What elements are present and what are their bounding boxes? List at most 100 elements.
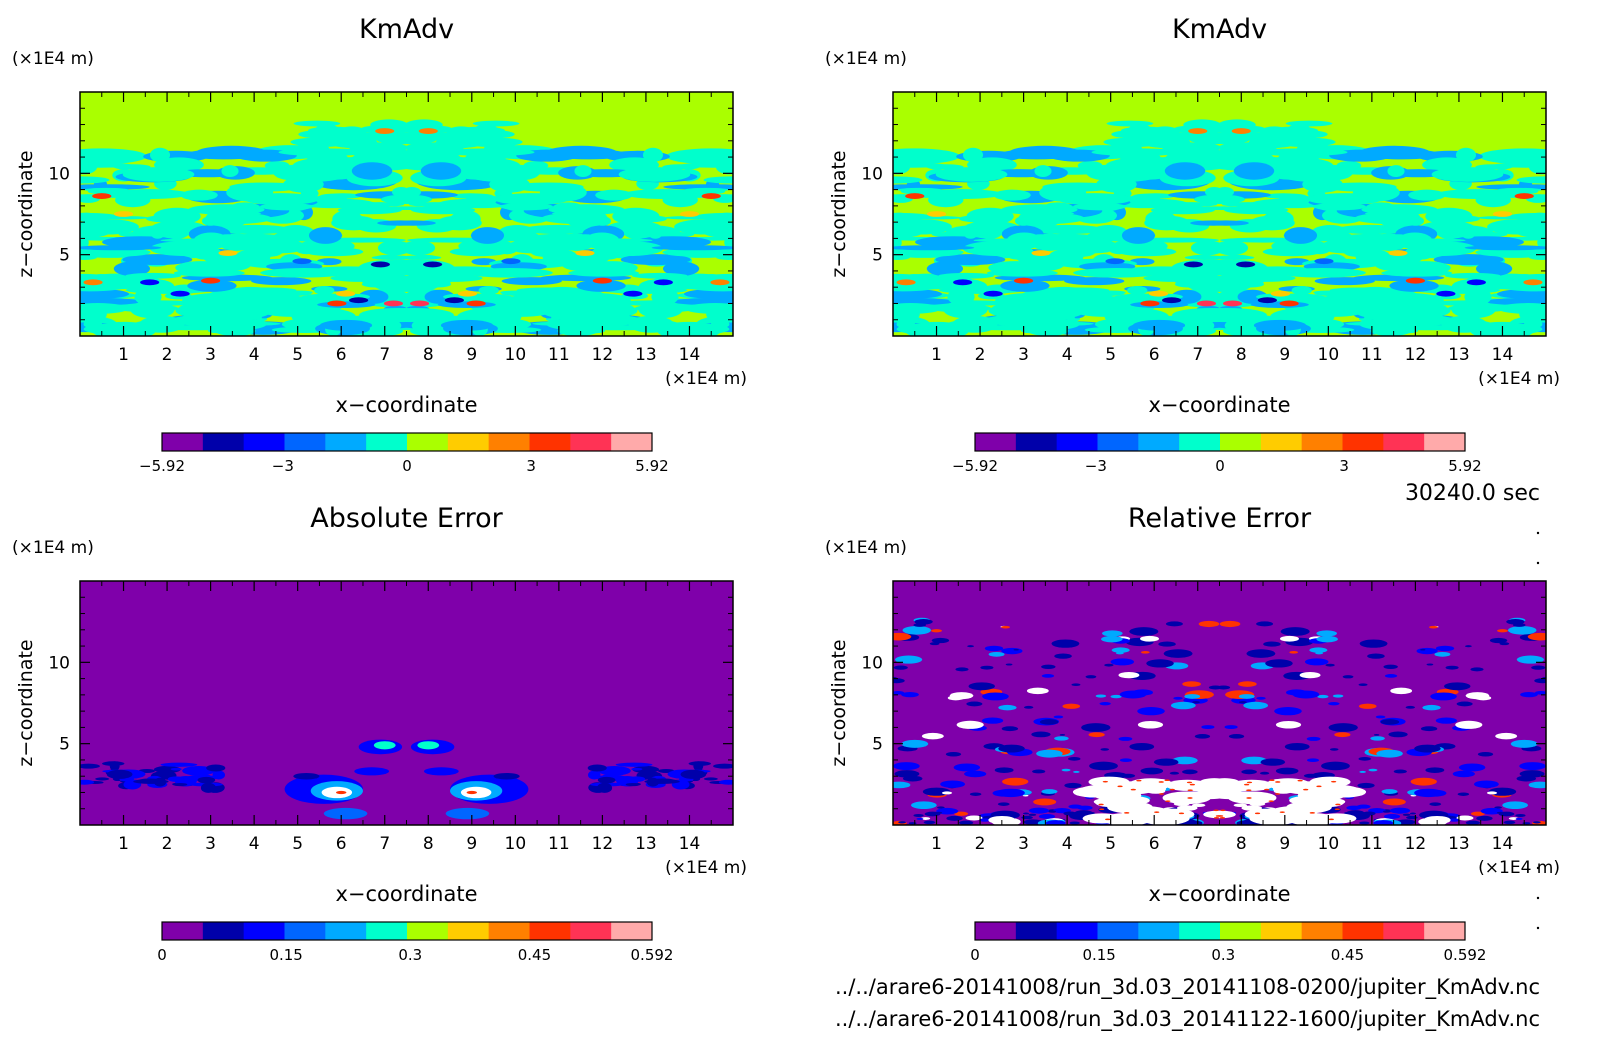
field-contour xyxy=(386,194,433,205)
field-contour xyxy=(1435,717,1458,724)
field-contour xyxy=(568,269,640,277)
field-contour xyxy=(400,255,442,260)
field-contour xyxy=(1329,748,1339,751)
x-unit-label: (×1E4 m) xyxy=(1478,369,1560,389)
colorbar-swatch xyxy=(1220,922,1262,940)
field-contour xyxy=(1001,625,1010,629)
field-extremum xyxy=(418,128,438,134)
x-tick-label: 9 xyxy=(1279,834,1290,854)
field-contour xyxy=(998,744,1025,753)
field-contour xyxy=(1448,818,1460,822)
colorbar-frame xyxy=(161,432,653,452)
colorbar-swatch xyxy=(1342,433,1384,451)
colorbar-swatch xyxy=(325,922,367,940)
colorbar-tick-label: 0.3 xyxy=(398,946,422,964)
field-contour xyxy=(80,221,113,239)
field-contour xyxy=(1248,137,1279,150)
field-extremum xyxy=(1148,290,1169,297)
x-unit-label: (×1E4 m) xyxy=(665,369,747,389)
x-tick-label: 9 xyxy=(466,345,477,365)
field-contour xyxy=(598,241,664,256)
field-contour xyxy=(896,320,916,329)
field-contour xyxy=(1486,791,1498,795)
field-contour xyxy=(1275,720,1302,729)
field-contour xyxy=(638,300,683,319)
field-contour xyxy=(1396,819,1416,825)
field-contour xyxy=(913,813,924,818)
field-contour xyxy=(1496,811,1504,814)
field-contour xyxy=(1370,736,1385,741)
field-contour xyxy=(1190,240,1225,256)
field-contour xyxy=(1383,664,1398,669)
x-tick-label: 1 xyxy=(931,345,942,365)
error-peak xyxy=(1297,779,1303,782)
colorbar-swatch xyxy=(1383,433,1425,451)
field-contour xyxy=(893,762,920,771)
chart-panel-3: Absolute Error(×1E4 m)1 2 3 4 5 6 7 8 9 10 11 12 13 1… xyxy=(12,503,747,964)
field-contour xyxy=(1023,812,1030,815)
field-extremum xyxy=(292,258,312,265)
x-tick-label: 11 xyxy=(1361,834,1383,854)
field-contour xyxy=(937,806,945,809)
field-contour xyxy=(893,176,923,184)
field-contour xyxy=(1172,756,1198,765)
field-contour xyxy=(1208,131,1249,145)
field-contour xyxy=(1284,743,1310,751)
field-contour xyxy=(986,269,1058,277)
x-tick-label: 8 xyxy=(423,345,434,365)
field-contour xyxy=(1373,820,1394,825)
field-contour xyxy=(1238,694,1255,699)
field-contour xyxy=(905,248,964,257)
error-peak xyxy=(335,790,347,795)
colorbar-swatch xyxy=(570,433,612,451)
field-contour xyxy=(901,739,929,748)
field-contour xyxy=(1200,206,1231,211)
field-contour xyxy=(232,294,315,309)
field-contour xyxy=(125,272,182,279)
colorbar-tick-label: 0.3 xyxy=(1211,946,1235,964)
field-contour xyxy=(1354,212,1421,224)
field-contour xyxy=(713,763,733,769)
field-contour xyxy=(1140,635,1160,642)
error-saturated xyxy=(1191,803,1206,808)
field-contour xyxy=(1099,701,1111,706)
field-contour xyxy=(1241,756,1267,765)
field-contour xyxy=(1182,769,1198,775)
field-contour xyxy=(1073,202,1127,211)
field-extremum xyxy=(1162,297,1182,304)
field-contour xyxy=(1073,268,1161,278)
colorbar-swatch xyxy=(1015,922,1058,940)
field-contour xyxy=(319,319,373,331)
y-unit-label: (×1E4 m) xyxy=(825,538,907,558)
field-contour xyxy=(945,752,962,757)
margin-dot xyxy=(1536,531,1540,535)
error-peak xyxy=(1275,781,1281,783)
error-patch xyxy=(423,767,459,776)
field-contour xyxy=(926,261,964,277)
field-contour xyxy=(980,665,994,670)
field-contour xyxy=(901,691,919,698)
colorbar-swatch xyxy=(570,922,612,940)
field-contour xyxy=(1438,215,1480,223)
chart-title: Relative Error xyxy=(1128,503,1312,534)
field-extremum xyxy=(1140,300,1160,307)
field-contour xyxy=(1414,744,1441,753)
field-contour xyxy=(308,227,342,244)
field-contour xyxy=(1396,238,1466,243)
field-contour xyxy=(1390,687,1413,695)
colorbar-swatch xyxy=(243,433,285,451)
field-contour xyxy=(1516,176,1546,184)
x-tick-label: 10 xyxy=(1318,834,1340,854)
field-extremum xyxy=(423,261,443,268)
field-contour xyxy=(499,202,553,211)
field-contour xyxy=(648,227,663,239)
field-contour xyxy=(1519,770,1545,778)
colorbar-swatch xyxy=(1056,922,1098,940)
field-contour xyxy=(963,227,978,239)
colorbar-swatch xyxy=(284,433,326,451)
field-contour xyxy=(401,240,436,256)
y-axis-label: z−coordinate xyxy=(828,639,850,766)
field-contour xyxy=(1101,635,1123,643)
field-contour xyxy=(710,320,730,329)
field-contour xyxy=(935,811,943,814)
